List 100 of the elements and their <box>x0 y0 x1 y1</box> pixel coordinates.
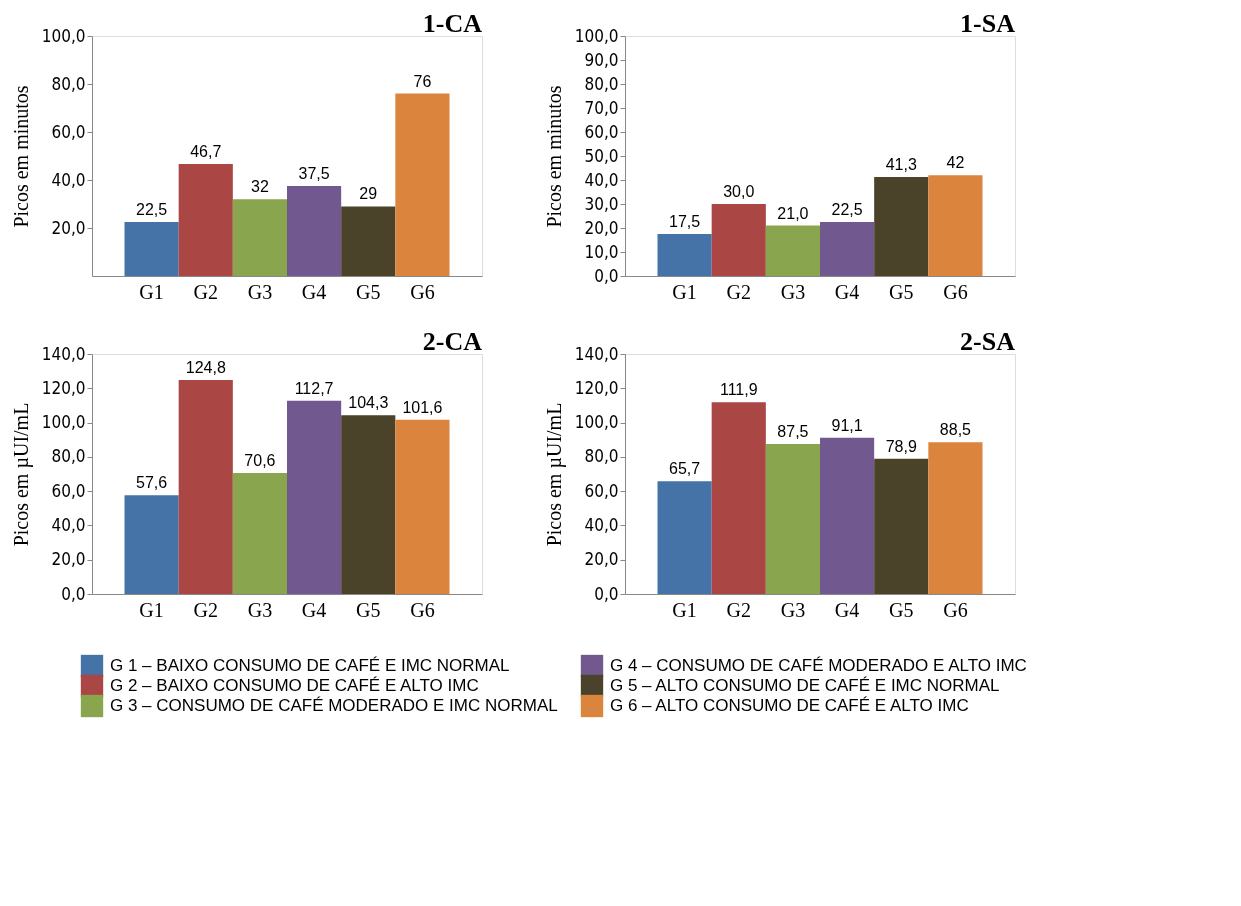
y-tick-label: 120,0 <box>41 377 86 398</box>
bar <box>178 163 233 276</box>
y-tick-label: 0,0 <box>594 583 619 604</box>
x-tick-label: G4 <box>834 598 860 621</box>
x-tick-label: G2 <box>726 280 751 303</box>
y-tick-label: 40,0 <box>51 169 86 190</box>
bar <box>287 186 342 276</box>
y-axis-title: Picos em minutos <box>9 85 32 228</box>
bar <box>232 472 287 594</box>
chart-title: 1-CA <box>422 9 483 38</box>
bar <box>820 222 875 276</box>
x-tick-label: G3 <box>780 598 806 621</box>
data-label: 22,5 <box>831 201 863 218</box>
data-label: 29 <box>359 185 378 203</box>
category-label: G 1 – BAIXO CONSUMO DE CAFÉ E IMC NORMAL <box>110 656 510 675</box>
y-tick-label: 40,0 <box>584 169 619 190</box>
y-tick-label: 0,0 <box>61 583 86 604</box>
y-tick-label: 80,0 <box>584 73 619 94</box>
bar <box>711 204 766 276</box>
bar <box>928 442 983 594</box>
x-tick-label: G5 <box>889 280 914 303</box>
chart-title: 2-CA <box>422 327 483 356</box>
data-label: 30,0 <box>723 183 755 200</box>
y-tick-label: 100,0 <box>41 25 86 46</box>
y-tick-label: 60,0 <box>584 480 619 501</box>
x-tick-label: G4 <box>301 598 327 621</box>
y-tick-label: 50,0 <box>584 145 619 166</box>
bar <box>657 234 712 276</box>
x-tick-label: G6 <box>943 598 968 621</box>
x-tick-label: G6 <box>943 280 968 303</box>
y-tick-label: 90,0 <box>584 49 619 70</box>
data-label: 101,6 <box>402 398 443 416</box>
data-label: 111,9 <box>719 381 758 399</box>
y-tick-label: 30,0 <box>584 193 619 214</box>
x-tick-label: G6 <box>410 598 435 621</box>
data-label: 42 <box>946 154 965 172</box>
x-tick-label: G2 <box>726 598 751 621</box>
bar <box>711 402 766 594</box>
x-tick-label: G1 <box>672 598 697 621</box>
data-label: 65,7 <box>669 460 701 478</box>
bar <box>765 225 820 276</box>
bar <box>124 222 179 276</box>
x-tick-label: G6 <box>410 280 435 303</box>
y-axis-title: Picos em µUI/mL <box>9 402 33 547</box>
chart-title: 2-SA <box>960 327 1016 356</box>
y-axis-title: Picos em µUI/mL <box>542 402 566 547</box>
y-tick-label: 100,0 <box>41 412 86 433</box>
x-tick-label: G5 <box>356 280 381 303</box>
y-tick-label: 0,0 <box>594 265 619 286</box>
y-tick-label: 70,0 <box>584 97 619 118</box>
x-tick-label: G1 <box>672 280 697 303</box>
x-tick-label: G3 <box>780 280 806 303</box>
data-label: 21,0 <box>777 204 809 222</box>
bar <box>178 380 233 594</box>
bar <box>341 415 396 594</box>
bar <box>287 400 342 594</box>
category-label: G 4 – CONSUMO DE CAFÉ MODERADO E ALTO IMC <box>610 656 1027 675</box>
data-label: 70,6 <box>244 451 276 469</box>
data-label: 112,7 <box>294 379 334 397</box>
y-tick-label: 140,0 <box>574 343 619 364</box>
bar <box>341 206 396 276</box>
chart-title: 1-SA <box>960 9 1016 38</box>
data-label: 88,5 <box>939 421 972 439</box>
data-label: 91,1 <box>831 416 863 434</box>
category-label: G 5 – ALTO CONSUMO DE CAFÉ E IMC NORMAL <box>610 676 1000 695</box>
x-tick-label: G4 <box>301 280 327 303</box>
bar <box>232 199 287 276</box>
x-tick-label: G1 <box>139 598 164 621</box>
y-tick-label: 20,0 <box>584 217 619 238</box>
bar <box>124 495 179 594</box>
x-tick-label: G3 <box>247 280 273 303</box>
bar <box>657 481 712 594</box>
data-label: 37,5 <box>298 165 330 182</box>
data-label: 46,7 <box>190 142 222 160</box>
x-tick-label: G2 <box>193 280 218 303</box>
data-label: 32 <box>251 178 269 196</box>
x-tick-label: G4 <box>834 280 860 303</box>
data-label: 104,3 <box>348 394 389 412</box>
y-tick-label: 80,0 <box>51 73 86 94</box>
category-label: G 6 – ALTO CONSUMO DE CAFÉ E ALTO IMC <box>610 696 969 715</box>
bar <box>928 175 983 276</box>
y-tick-label: 80,0 <box>584 446 619 467</box>
data-label: 76 <box>413 72 432 90</box>
y-tick-label: 100,0 <box>574 25 619 46</box>
x-tick-label: G2 <box>193 598 218 621</box>
y-tick-label: 20,0 <box>51 549 86 570</box>
x-tick-label: G5 <box>889 598 914 621</box>
y-tick-label: 140,0 <box>41 343 86 364</box>
data-label: 87,5 <box>777 423 809 440</box>
category-label: G 3 – CONSUMO DE CAFÉ MODERADO E IMC NORMAL <box>110 696 558 715</box>
y-tick-label: 10,0 <box>584 241 619 262</box>
bar <box>874 176 929 276</box>
data-label: 124,8 <box>185 359 226 377</box>
y-tick-label: 20,0 <box>51 217 86 238</box>
bar <box>765 444 820 594</box>
y-tick-label: 100,0 <box>574 412 619 433</box>
data-label: 22,5 <box>136 201 168 218</box>
x-tick-label: G3 <box>247 598 273 621</box>
y-tick-label: 60,0 <box>584 121 619 142</box>
data-label: 41,3 <box>885 155 917 173</box>
